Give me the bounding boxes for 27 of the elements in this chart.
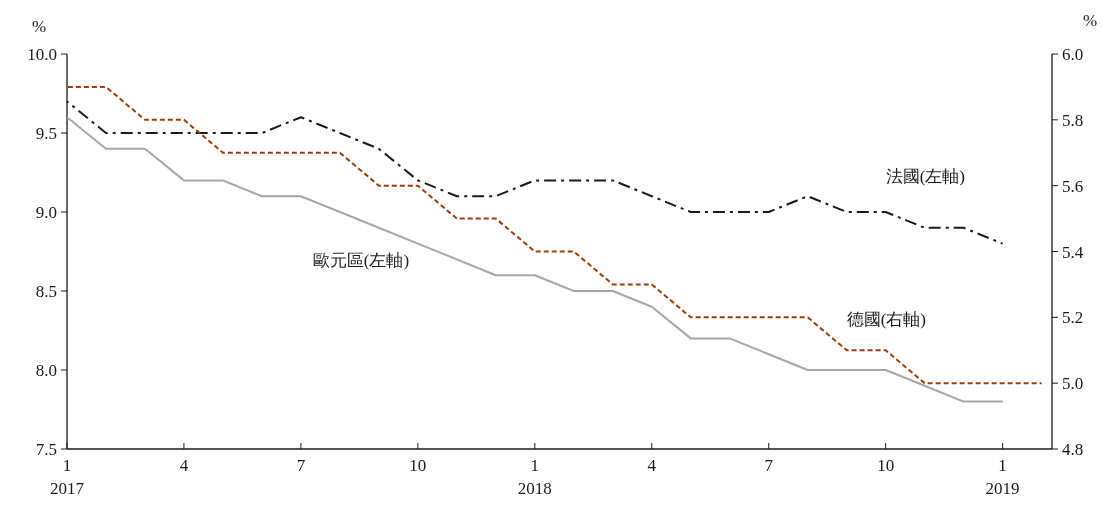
y-tick-label: 9.0 (35, 203, 57, 222)
x-tick-label: 7 (764, 456, 774, 475)
series-label: 歐元區(左軸) (312, 251, 410, 271)
x-tick-label: 4 (179, 456, 189, 475)
x-tick-label: 7 (296, 456, 306, 475)
y2-tick-label: 5.2 (1062, 308, 1084, 328)
y2-axis-title: % (1082, 11, 1098, 30)
series-label: 德國(右軸) (846, 310, 926, 330)
series-label: 法國(左軸) (885, 167, 965, 186)
y-tick-label: 9.5 (35, 124, 57, 143)
y-tick-label: 7.5 (35, 440, 57, 459)
x-tick-label: 1 2018 (517, 456, 552, 498)
y2-tick-label: 5.4 (1062, 242, 1084, 262)
x-tick-label: 1 2019 (985, 456, 1020, 498)
x-tick-label: 4 (647, 456, 657, 475)
y2-tick-label: 5.0 (1062, 374, 1084, 394)
x-tick-label: 1 2017 (50, 456, 85, 498)
y2-tick-label: 5.6 (1062, 176, 1084, 196)
x-tick-label: 10 (409, 456, 427, 475)
y2-tick-label: 6.0 (1062, 45, 1084, 64)
y2-tick-label: 5.8 (1062, 110, 1084, 130)
y-axis-title: % (31, 17, 47, 36)
x-tick-label: 10 (877, 456, 895, 475)
y-tick-label: 10.0 (27, 45, 57, 64)
y-tick-label: 8.0 (35, 361, 57, 380)
y2-tick-label: 4.8 (1062, 440, 1084, 459)
y-tick-label: 8.5 (35, 282, 57, 301)
